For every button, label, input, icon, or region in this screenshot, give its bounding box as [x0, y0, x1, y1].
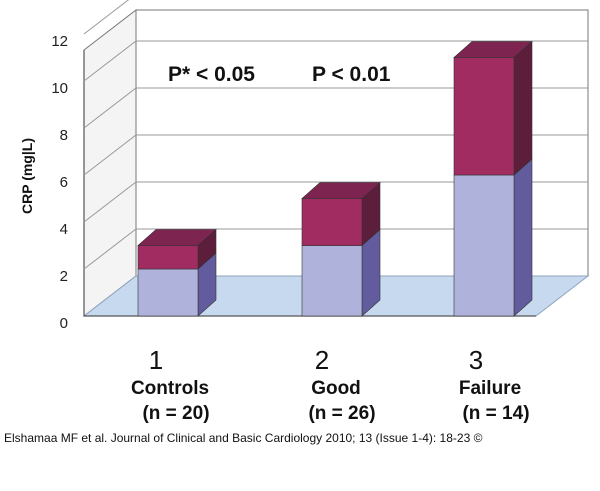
- bar-segment-upper-side: [513, 40, 533, 176]
- side-wall: [83, 8, 137, 318]
- gridline: [83, 0, 130, 35]
- gridline: [83, 228, 588, 270]
- category-name: Failure: [459, 378, 521, 399]
- y-tick-label: 10: [51, 80, 68, 97]
- gridline: [83, 134, 588, 176]
- gridline: [83, 181, 588, 223]
- bar-segment-upper-top: [301, 182, 381, 199]
- bar-segment-upper-top: [137, 229, 217, 246]
- bar-segment-upper-front: [137, 245, 199, 270]
- bar-segment-lower-side: [513, 158, 533, 317]
- bar-failure: [453, 40, 533, 317]
- annotation-good-vs-failure: P < 0.01: [312, 63, 391, 86]
- category-sample-size: (n = 20): [142, 403, 209, 424]
- y-tick-label: 2: [60, 268, 68, 285]
- bar-controls: [137, 228, 217, 317]
- y-tick-label: 0: [60, 315, 68, 332]
- category-name: Controls: [131, 378, 209, 399]
- category-sample-size: (n = 26): [308, 403, 375, 424]
- y-tick-label: 6: [60, 174, 68, 191]
- y-tick-label: 8: [60, 127, 68, 144]
- gridlines: [83, 0, 588, 270]
- bar-segment-lower-front: [301, 245, 363, 317]
- annotation-controls-vs-good: P* < 0.05: [168, 63, 255, 86]
- category-number: 2: [315, 345, 329, 375]
- bar-segment-lower-front: [453, 174, 515, 317]
- source-credit: Elshamaa MF et al. Journal of Clinical a…: [4, 431, 483, 445]
- category-name: Good: [311, 378, 361, 399]
- bars: [137, 40, 533, 317]
- category-labels: 1 Controls (n = 20) 2 Good (n = 26) 3 Failure (n…: [131, 345, 530, 424]
- category-number: 3: [469, 345, 483, 375]
- bar-segment-upper-front: [301, 198, 363, 246]
- gridline: [83, 87, 588, 129]
- y-axis-ticks: 0 2 4 6 8 10 12: [51, 33, 68, 332]
- y-tick-label: 4: [60, 221, 68, 238]
- bar-segment-upper-top: [453, 41, 533, 58]
- category-sample-size: (n = 14): [462, 403, 529, 424]
- bar-good: [301, 181, 381, 317]
- bar-segment-lower-front: [137, 268, 199, 317]
- gridline: [83, 40, 588, 82]
- y-axis-label: CRP (mg|L): [19, 138, 35, 214]
- category-number: 1: [149, 345, 163, 375]
- bar-segment-upper-front: [453, 57, 515, 176]
- y-tick-label: 12: [51, 33, 68, 50]
